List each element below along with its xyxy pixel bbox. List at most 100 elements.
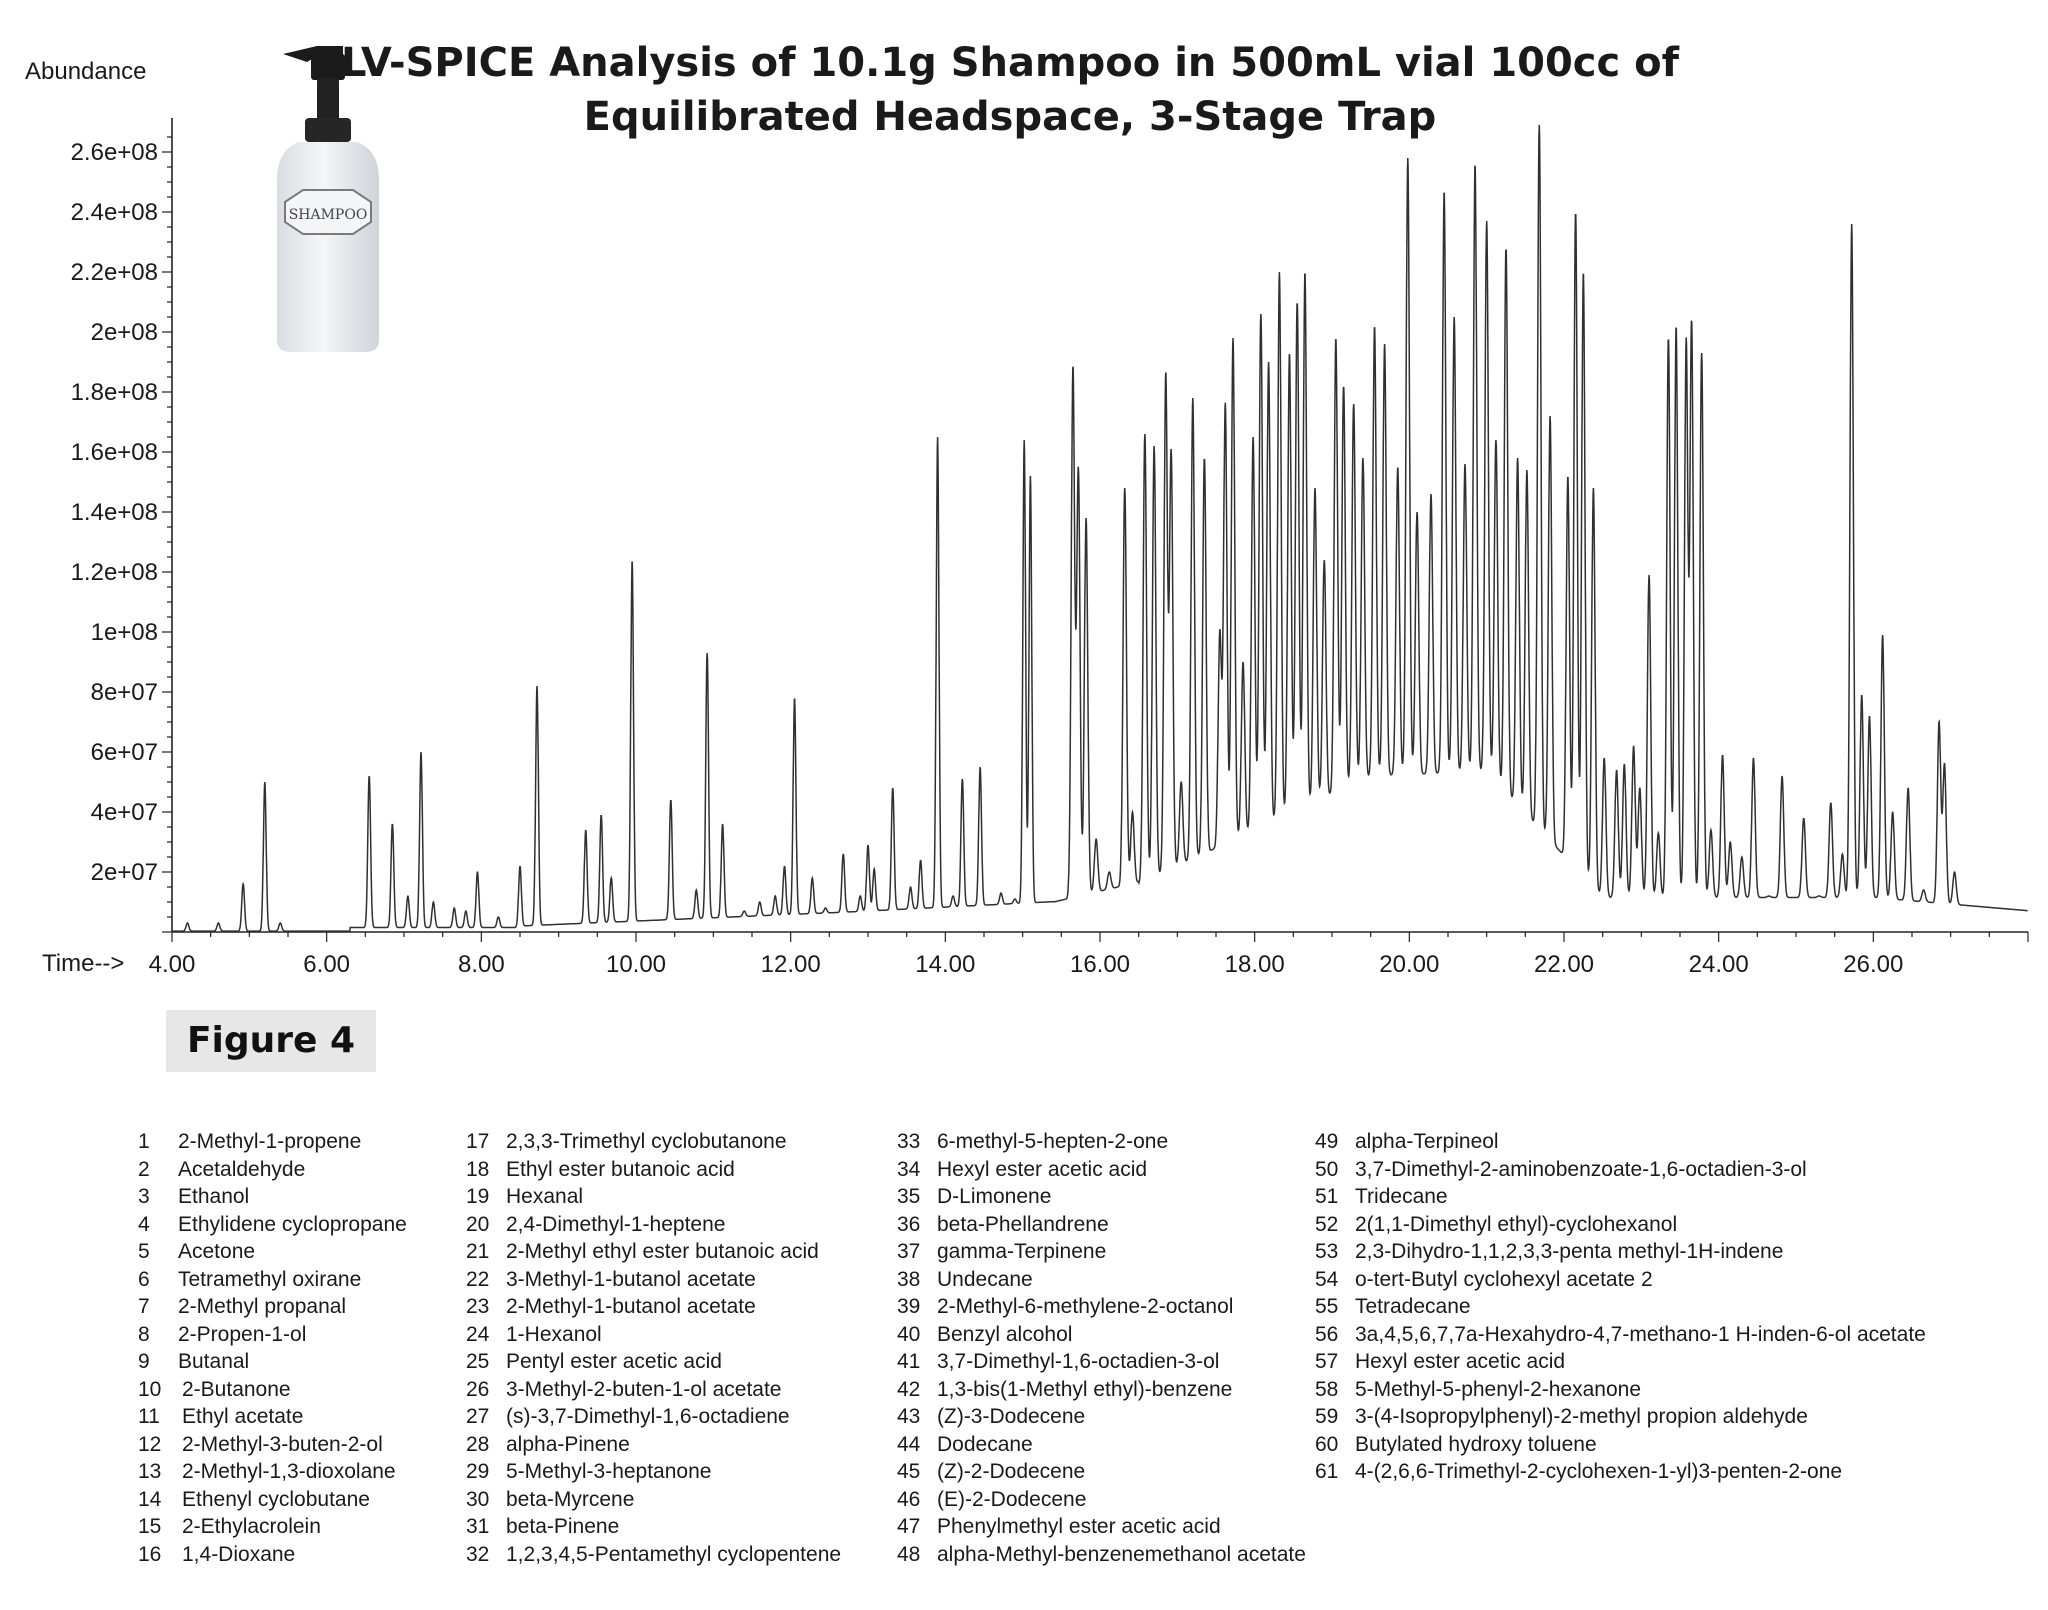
legend-item-name: 2-Methyl-3-buten-2-ol (182, 1432, 383, 1456)
legend-item-number: 61 (1315, 1460, 1339, 1483)
legend-item: 40 Benzyl alcohol (897, 1321, 1306, 1349)
y-tick-label: 1e+08 (91, 619, 158, 646)
legend-item: 54 o-tert-Butyl cyclohexyl acetate 2 (1315, 1266, 1926, 1294)
legend-item-name: beta-Myrcene (506, 1487, 635, 1511)
y-axis-title: Abundance (25, 58, 147, 85)
legend-item: 55 Tetradecane (1315, 1293, 1926, 1321)
legend-item-name: Hexyl ester acetic acid (937, 1157, 1148, 1181)
legend-item-name: Pentyl ester acetic acid (506, 1350, 722, 1373)
legend-item-number: 4 (138, 1212, 150, 1236)
legend-item-name: 2(1,1-Dimethyl ethyl)-cyclohexanol (1355, 1212, 1678, 1236)
legend-item-name: Hexanal (506, 1185, 584, 1208)
legend-item-number: 12 (138, 1432, 162, 1456)
shampoo-bottle-image: SHAMPOO (277, 46, 379, 352)
legend-item: 18 Ethyl ester butanoic acid (466, 1156, 841, 1184)
y-tick-label: 6e+07 (91, 739, 158, 766)
legend-item-number: 44 (897, 1432, 921, 1456)
legend-column-4: 49 alpha-Terpineol 50 3,7-Dimethyl-2-aminob… (1315, 1128, 1926, 1486)
legend-item-number: 59 (1315, 1405, 1339, 1428)
legend-item-number: 19 (466, 1185, 490, 1208)
legend-item-name: Tetradecane (1355, 1295, 1471, 1318)
legend-item-number: 20 (466, 1212, 490, 1236)
x-tick-label: 12.00 (761, 951, 821, 978)
legend-item: 22 3-Methyl-1-butanol acetate (466, 1266, 841, 1294)
legend-item-number: 8 (138, 1322, 150, 1346)
legend-item-number: 28 (466, 1432, 490, 1456)
x-tick-label: 24.00 (1689, 951, 1749, 978)
legend-item-number: 26 (466, 1377, 490, 1401)
legend-item-name: D-Limonene (937, 1185, 1052, 1208)
legend-item-name: Dodecane (937, 1432, 1033, 1456)
legend-item: 59 3-(4-Isopropylphenyl)-2-methyl propion… (1315, 1403, 1926, 1431)
legend-item-name: Acetone (178, 1240, 256, 1263)
legend-item: 25 Pentyl ester acetic acid (466, 1348, 841, 1376)
legend-item-number: 37 (897, 1240, 921, 1263)
legend-item-number: 7 (138, 1295, 150, 1318)
legend-item-number: 13 (138, 1460, 162, 1483)
legend-item: 52 2(1,1-Dimethyl ethyl)-cyclohexanol (1315, 1211, 1926, 1239)
legend-item-number: 3 (138, 1185, 150, 1208)
y-tick-label: 8e+07 (91, 679, 158, 706)
legend-item: 29 5-Methyl-3-heptanone (466, 1458, 841, 1486)
legend-item-name: 2-Butanone (182, 1377, 291, 1401)
legend-item-name: (s)-3,7-Dimethyl-1,6-octadiene (506, 1405, 790, 1428)
legend-item-number: 5 (138, 1240, 150, 1263)
legend-item-number: 23 (466, 1295, 490, 1318)
legend-item: 39 2-Methyl-6-methylene-2-octanol (897, 1293, 1306, 1321)
y-tick-label: 1.4e+08 (71, 499, 158, 526)
y-tick-label: 1.2e+08 (71, 559, 158, 586)
y-tick-label: 1.8e+08 (71, 379, 158, 406)
x-tick-label: 26.00 (1843, 951, 1903, 978)
legend-item-name: 2-Methyl-1-butanol acetate (506, 1295, 756, 1318)
legend-item-number: 48 (897, 1542, 921, 1566)
legend-item-number: 50 (1315, 1157, 1339, 1181)
legend-item-number: 56 (1315, 1322, 1339, 1346)
legend-item-number: 1 (138, 1130, 150, 1153)
legend-item: 11 Ethyl acetate (138, 1403, 407, 1431)
legend-item-name: (E)-2-Dodecene (937, 1487, 1087, 1511)
legend-column-1: 1 2-Methyl-1-propene 2 Acetaldehyde 3 Ethanol… (138, 1128, 407, 1568)
legend-item-number: 45 (897, 1460, 921, 1483)
legend-item: 12 2-Methyl-3-buten-2-ol (138, 1431, 407, 1459)
legend-item-name: 3a,4,5,6,7,7a-Hexahydro-4,7-methano-1 H-… (1355, 1322, 1926, 1346)
legend-item-number: 9 (138, 1350, 150, 1373)
legend-item-name: beta-Phellandrene (937, 1212, 1109, 1236)
legend-item: 23 2-Methyl-1-butanol acetate (466, 1293, 841, 1321)
legend-item-number: 53 (1315, 1240, 1339, 1263)
legend-item: 30 beta-Myrcene (466, 1486, 841, 1514)
legend-item-name: 2-Ethylacrolein (182, 1515, 321, 1538)
legend-item: 53 2,3-Dihydro-1,1,2,3,3-penta methyl-1H-… (1315, 1238, 1926, 1266)
legend-item-name: 3-(4-Isopropylphenyl)-2-methyl propion a… (1355, 1405, 1808, 1428)
legend-item-name: 1,2,3,4,5-Pentamethyl cyclopentene (506, 1542, 842, 1566)
chart-axes (162, 118, 2029, 942)
legend-item: 36 beta-Phellandrene (897, 1211, 1306, 1239)
legend-item-number: 54 (1315, 1267, 1339, 1291)
legend-item-number: 16 (138, 1542, 162, 1566)
legend-item-name: 4-(2,6,6-Trimethyl-2-cyclohexen-1-yl)3-p… (1355, 1460, 1843, 1483)
legend-item-name: Ethenyl cyclobutane (182, 1487, 370, 1511)
chromatogram-chart: 2e+07 4e+07 6e+07 8e+07 1e+08 1.2e+08 1.4e+08 1… (71, 118, 2029, 978)
legend-item: 31 beta-Pinene (466, 1513, 841, 1541)
legend-item-number: 14 (138, 1487, 162, 1511)
legend-item-name: Ethanol (178, 1185, 250, 1208)
legend-item: 8 2-Propen-1-ol (138, 1321, 407, 1349)
legend-item-name: 2,3,3-Trimethyl cyclobutanone (506, 1130, 787, 1153)
legend-item-number: 39 (897, 1295, 921, 1318)
legend-item-name: 3,7-Dimethyl-1,6-octadien-3-ol (937, 1350, 1220, 1373)
legend-item-name: Ethyl ester butanoic acid (506, 1157, 735, 1181)
y-tick-label: 2e+07 (91, 859, 158, 886)
y-tick-label: 2.4e+08 (71, 199, 158, 226)
legend-item-name: Undecane (937, 1267, 1033, 1291)
legend-item-number: 25 (466, 1350, 490, 1373)
legend-item-name: 2,4-Dimethyl-1-heptene (506, 1212, 726, 1236)
legend-item: 15 2-Ethylacrolein (138, 1513, 407, 1541)
legend-item-name: 5-Methyl-5-phenyl-2-hexanone (1355, 1377, 1641, 1401)
legend-item-number: 22 (466, 1267, 490, 1291)
figure-label: Figure 4 (166, 1010, 376, 1072)
legend-item: 32 1,2,3,4,5-Pentamethyl cyclopentene (466, 1541, 841, 1569)
legend-item-name: 3-Methyl-2-buten-1-ol acetate (506, 1377, 782, 1401)
x-tick-label: 8.00 (458, 951, 505, 978)
legend-item-number: 24 (466, 1322, 490, 1346)
legend-item-name: 1-Hexanol (506, 1322, 602, 1346)
x-tick-label: 6.00 (303, 951, 350, 978)
